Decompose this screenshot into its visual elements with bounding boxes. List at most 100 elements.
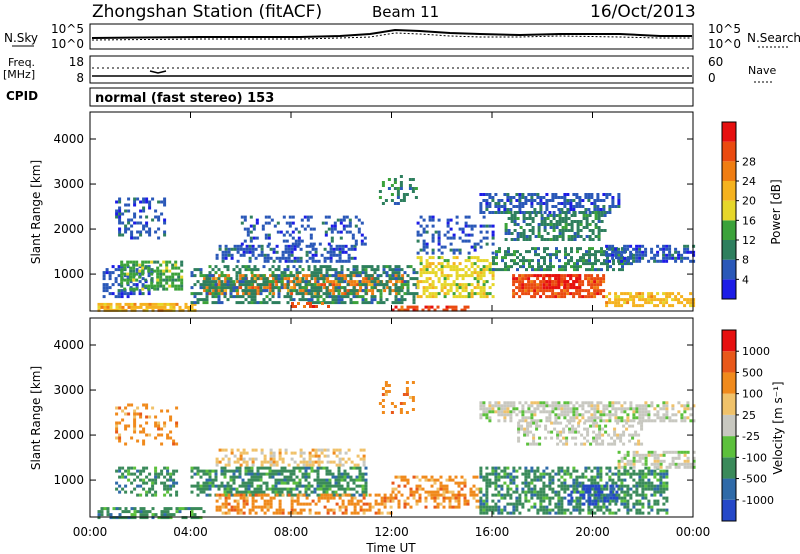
heatmap-cell [433,499,437,503]
heatmap-cell [641,295,645,299]
heatmap-cell [376,289,380,293]
heatmap-cell [367,301,371,305]
heatmap-cell [233,505,237,509]
heatmap-cell [534,214,538,217]
heatmap-cell [349,271,353,275]
heatmap-cell [269,274,273,278]
heatmap-cell [608,419,612,423]
heatmap-cell [467,256,471,260]
heatmap-cell [569,502,573,506]
heatmap-cell [157,215,161,219]
heatmap-cell [686,407,690,411]
heatmap-cell [448,496,452,500]
heatmap-cell [467,283,471,287]
heatmap-cell [558,214,562,217]
heatmap-cell [310,292,314,296]
heatmap-cell [590,280,594,284]
heatmap-cell [373,268,377,272]
heatmap-cell [156,284,160,288]
heatmap-cell [611,413,615,417]
heatmap-cell [563,508,567,512]
heatmap-cell [145,302,149,306]
heatmap-cell [526,427,530,431]
heatmap-cell [587,410,591,414]
heatmap-cell [287,493,291,497]
heatmap-cell [133,197,137,201]
heatmap-cell [393,178,397,181]
heatmap-cell [280,283,284,287]
heatmap-cell [594,253,597,257]
heatmap-cell [596,289,600,293]
heatmap-cell [329,493,333,497]
heatmap-cell [411,399,415,402]
heatmap-cell [142,206,146,210]
heatmap-cell [461,239,465,243]
heatmap-cell [400,493,404,497]
heatmap-cell [256,268,260,272]
heatmap-cell [479,496,483,500]
date-label: 16/Oct/2013 [590,2,696,22]
heatmap-cell [637,442,641,446]
heatmap-cell [485,280,489,284]
heatmap-cell [202,487,206,491]
heatmap-cell [567,223,571,226]
heatmap-cell [305,463,309,467]
heatmap-cell [552,211,556,214]
heatmap-cell [320,253,324,257]
heatmap-cell [406,289,410,293]
heatmap-cell [356,280,360,284]
heatmap-cell [293,511,297,515]
heatmap-cell [326,256,330,260]
heatmap-cell [121,516,125,520]
heatmap-cell [354,242,358,246]
heatmap-cell [106,513,110,517]
heatmap-cell [590,416,594,420]
heatmap-cell [503,508,507,512]
heatmap-cell [357,218,361,222]
heatmap-cell [335,283,339,287]
heatmap-cell [118,490,122,494]
heatmap-cell [488,193,492,196]
heatmap-cell [224,253,228,257]
heatmap-cell [472,493,476,497]
heatmap-cell [422,271,426,275]
heatmap-cell [554,205,558,208]
heatmap-cell [202,274,206,278]
heatmap-cell [254,247,258,251]
heatmap-cell [596,410,600,414]
heatmap-cell [242,505,246,509]
heatmap-cell [600,250,603,254]
heatmap-cell [301,475,305,479]
heatmap-cell [362,502,366,506]
heatmap-cell [120,269,124,273]
heatmap-cell [227,247,231,251]
heatmap-cell [193,516,197,520]
heatmap-cell [512,289,516,293]
heatmap-cell [647,301,651,305]
heatmap-cell [190,308,194,312]
heatmap-cell [455,268,459,272]
heatmap-cell [254,457,258,461]
heatmap-cell [280,466,284,470]
heatmap-cell [115,305,119,309]
heatmap-cell [504,229,508,232]
heatmap-cell [422,289,426,293]
heatmap-cell [555,214,559,217]
heatmap-cell [662,259,666,263]
heatmap-cell [433,308,437,312]
heatmap-cell [641,304,645,308]
heatmap-cell [325,466,329,470]
heatmap-cell [211,283,215,287]
heatmap-cell [272,292,276,296]
heatmap-cell [402,393,406,396]
heatmap-cell [593,478,597,482]
heatmap-cell [256,301,260,305]
heatmap-cell [328,265,332,269]
heatmap-cell [301,268,305,272]
heatmap-cell [567,238,571,241]
nave-tick-high: 60 [708,55,723,69]
heatmap-cell [221,250,225,254]
heatmap-cell [275,508,279,512]
heatmap-cell [325,484,329,488]
heatmap-cell [351,233,355,237]
